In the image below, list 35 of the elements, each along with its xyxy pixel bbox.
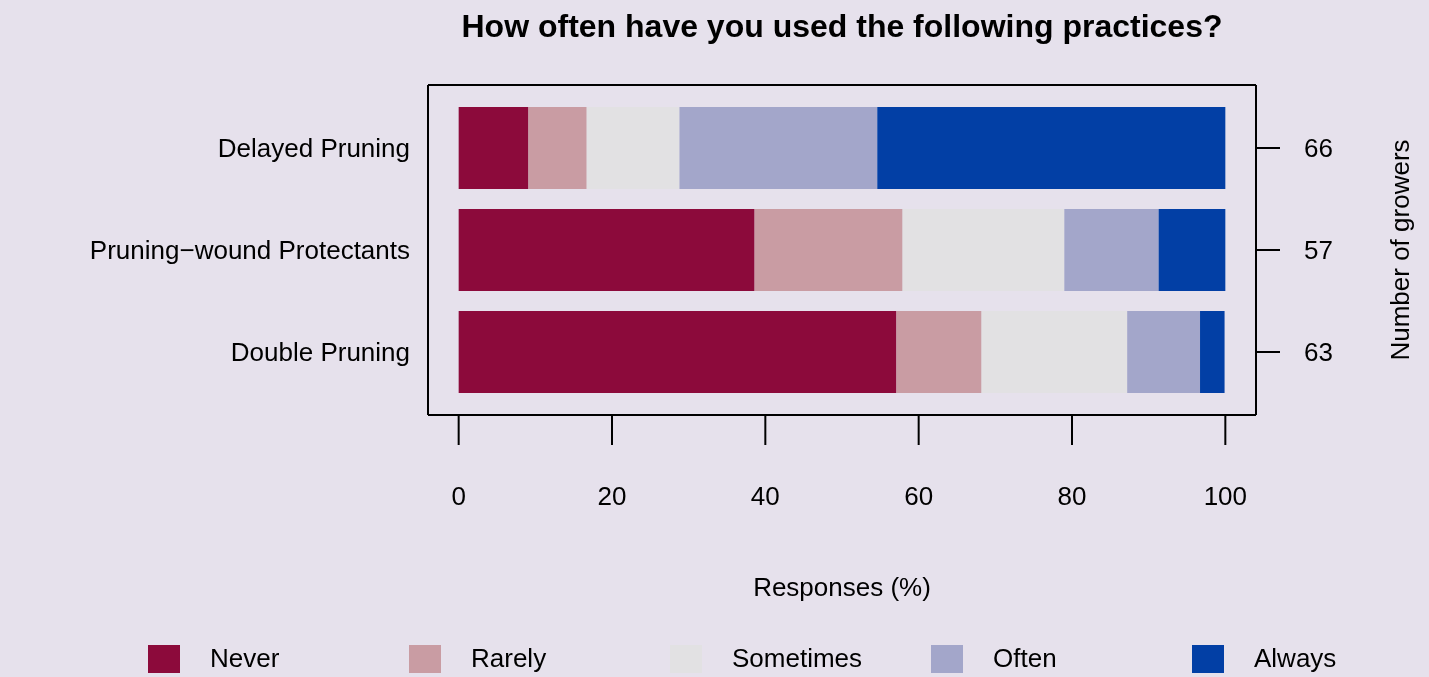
bar bbox=[1127, 311, 1201, 393]
x-tick-label: 40 bbox=[750, 481, 780, 512]
bar bbox=[458, 209, 755, 291]
y2-tick-label: 57 bbox=[1304, 235, 1333, 266]
bar bbox=[1064, 209, 1159, 291]
legend-label: Often bbox=[993, 643, 1057, 674]
legend-label: Sometimes bbox=[732, 643, 863, 674]
bar bbox=[896, 311, 982, 393]
bar bbox=[528, 107, 587, 189]
x-tick-label: 100 bbox=[1203, 481, 1248, 512]
bar bbox=[877, 107, 1226, 189]
bar bbox=[981, 311, 1128, 393]
bar bbox=[902, 209, 1065, 291]
legend-label: Never bbox=[210, 643, 280, 674]
x-axis-title: Responses (%) bbox=[752, 572, 932, 603]
bar bbox=[754, 209, 903, 291]
bar bbox=[1200, 311, 1225, 393]
y2-axis-title: Number of growers bbox=[1384, 139, 1416, 361]
x-tick-label: 20 bbox=[597, 481, 627, 512]
x-tick-label: 0 bbox=[451, 481, 466, 512]
bar bbox=[679, 107, 878, 189]
x-tick-label: 80 bbox=[1057, 481, 1087, 512]
bar bbox=[458, 107, 529, 189]
legend-label: Always bbox=[1254, 643, 1337, 674]
legend-label: Rarely bbox=[471, 643, 547, 674]
y2-tick-label: 63 bbox=[1304, 337, 1333, 368]
bar bbox=[458, 311, 897, 393]
y2-tick-label: 66 bbox=[1304, 133, 1333, 164]
y-tick-label: Double Pruning bbox=[230, 337, 410, 368]
y-tick-label: Pruning−wound Protectants bbox=[89, 235, 410, 266]
bar bbox=[586, 107, 680, 189]
chart-title: How often have you used the following practices? bbox=[460, 8, 1224, 45]
bar bbox=[1158, 209, 1226, 291]
x-tick-label: 60 bbox=[904, 481, 934, 512]
y-tick-label: Delayed Pruning bbox=[217, 133, 410, 164]
